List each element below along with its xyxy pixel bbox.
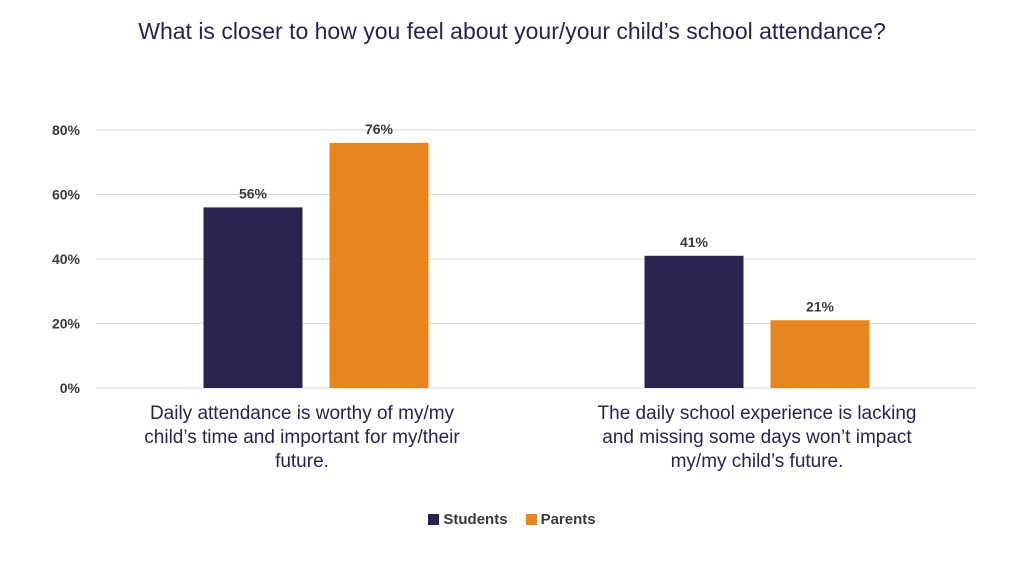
bars (203, 142, 870, 388)
y-axis-ticks: 0% 20% 40% 60% 80% (52, 122, 81, 396)
legend-label-parents: Parents (540, 511, 596, 528)
bar-students-1 (644, 255, 744, 388)
category-label-0: Daily attendance is worthy of my/my chil… (144, 403, 460, 472)
legend-swatch-parents (525, 514, 537, 525)
legend-label-students: Students (443, 511, 508, 528)
bar-parents-1 (770, 320, 870, 388)
y-tick-label-4: 80% (52, 122, 81, 138)
legend-item-students: Students (428, 511, 508, 528)
y-tick-label-3: 60% (52, 187, 81, 203)
data-label-parents-0: 76% (365, 121, 394, 137)
bar-students-0 (203, 207, 303, 388)
y-tick-label-2: 40% (52, 251, 81, 267)
data-label-students-0: 56% (239, 185, 268, 201)
data-label-students-1: 41% (680, 234, 709, 250)
legend-swatch-students (428, 514, 440, 525)
category-label-1: The daily school experience is lacking a… (597, 403, 917, 472)
bar-parents-0 (329, 142, 429, 388)
data-label-parents-1: 21% (806, 298, 835, 314)
chart-title: What is closer to how you feel about you… (138, 18, 886, 44)
y-tick-label-1: 20% (52, 316, 81, 332)
y-tick-label-0: 0% (60, 380, 81, 396)
data-labels: 56% 41% 76% 21% (239, 121, 835, 314)
legend: Students Parents (0, 511, 1024, 528)
legend-item-parents: Parents (525, 511, 596, 528)
